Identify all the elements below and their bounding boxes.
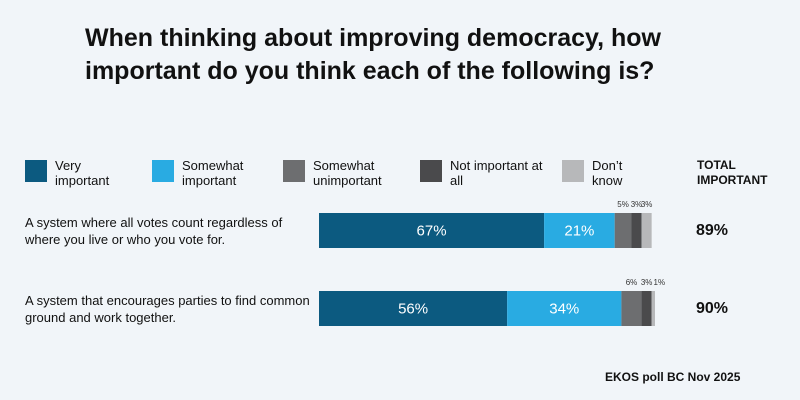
legend-label: Don’t know — [592, 158, 623, 188]
bar-segment — [631, 213, 642, 248]
bar-segment — [641, 213, 652, 248]
value-label: 3% — [641, 278, 653, 287]
bar-segment — [641, 291, 652, 326]
bar-segment — [621, 291, 642, 326]
value-label: 6% — [626, 278, 638, 287]
value-label: 3% — [641, 200, 653, 209]
value-label: 56% — [398, 300, 428, 317]
total-header: TOTAL IMPORTANT — [697, 158, 768, 187]
chart-title: When thinking about improving democracy,… — [85, 24, 661, 85]
total-label: 89% — [696, 222, 729, 239]
legend-swatch — [152, 160, 174, 182]
bar-segment — [651, 291, 655, 326]
category-label: A system where all votes count regardles… — [25, 215, 283, 247]
bar-segment — [319, 291, 508, 326]
legend-label: Somewhat important — [182, 158, 244, 188]
category-label: A system that encourages parties to find… — [25, 293, 310, 325]
value-label: 3% — [631, 200, 643, 209]
legend-swatch — [283, 160, 305, 182]
bar-segment — [614, 213, 632, 248]
bar-segment — [544, 213, 615, 248]
bar-segment — [319, 213, 545, 248]
value-label: 21% — [564, 222, 594, 239]
value-label: 5% — [617, 200, 629, 209]
legend-swatch — [562, 160, 584, 182]
legend-swatch — [420, 160, 442, 182]
source: EKOS poll BC Nov 2025 — [605, 370, 741, 384]
value-label: 1% — [654, 278, 666, 287]
legend-label: Very important — [55, 158, 110, 188]
legend-label: Somewhat unimportant — [313, 158, 382, 188]
value-label: 34% — [549, 300, 579, 317]
bar-segment — [507, 291, 622, 326]
legend-label: Not important at all — [450, 158, 543, 188]
total-label: 90% — [696, 300, 729, 317]
legend-swatch — [25, 160, 47, 182]
value-label: 67% — [417, 222, 447, 239]
